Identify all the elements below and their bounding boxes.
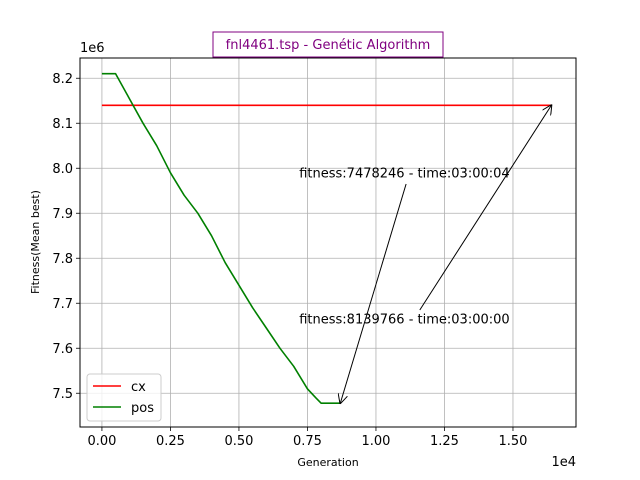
legend: cx pos xyxy=(86,373,162,422)
plot-background xyxy=(80,58,576,427)
annotation-text: fitness:7478246 - time:03:00:04 xyxy=(299,166,509,181)
chart-title: fnl4461.tsp - Genétic Algorithm xyxy=(226,38,431,53)
annotation-text: fitness:8139766 - time:03:00:00 xyxy=(299,313,509,328)
x-tick-label: 1.00 xyxy=(361,434,390,449)
x-tick-label: 0.50 xyxy=(224,434,253,449)
title-box xyxy=(212,31,444,58)
x-axis-label: Generation xyxy=(297,456,358,469)
y-tick-label: 7.6 xyxy=(52,342,73,357)
y-tick-label: 7.7 xyxy=(52,297,73,312)
x-tick-label: 1.50 xyxy=(498,434,527,449)
y-tick-label: 7.8 xyxy=(52,252,73,267)
annotations: fitness:7478246 - time:03:00:04 fitness:8… xyxy=(299,105,551,403)
series-line-pos xyxy=(101,72,341,405)
x-multiplier-label: 1e4 xyxy=(551,455,576,470)
annotation-arrow xyxy=(419,105,552,311)
y-tick-label: 8.1 xyxy=(52,117,73,132)
annotation-arrow xyxy=(340,183,407,403)
x-tick-label: 1.25 xyxy=(430,434,459,449)
legend-label-cx: cx xyxy=(131,380,146,395)
legend-label-pos: pos xyxy=(131,401,154,416)
x-tick-label: 0.75 xyxy=(293,434,322,449)
y-tick-label: 8.2 xyxy=(52,72,73,87)
series-layer xyxy=(101,72,552,405)
y-tick-label: 8.0 xyxy=(52,162,73,177)
x-tick-label: 0.00 xyxy=(87,434,116,449)
y-tick-label: 7.5 xyxy=(52,387,73,402)
y-multiplier-label: 1e6 xyxy=(80,41,105,56)
y-axis-label: Fitness(Mean best) xyxy=(29,190,42,294)
grid xyxy=(80,58,576,427)
plot-frame xyxy=(79,57,577,428)
ticks: 0.00 0.25 0.50 0.75 1.00 1.25 1.50 7.5 7.6 7.7 7.8… xyxy=(52,72,527,449)
x-tick-label: 0.25 xyxy=(156,434,185,449)
y-tick-label: 7.9 xyxy=(52,207,73,222)
